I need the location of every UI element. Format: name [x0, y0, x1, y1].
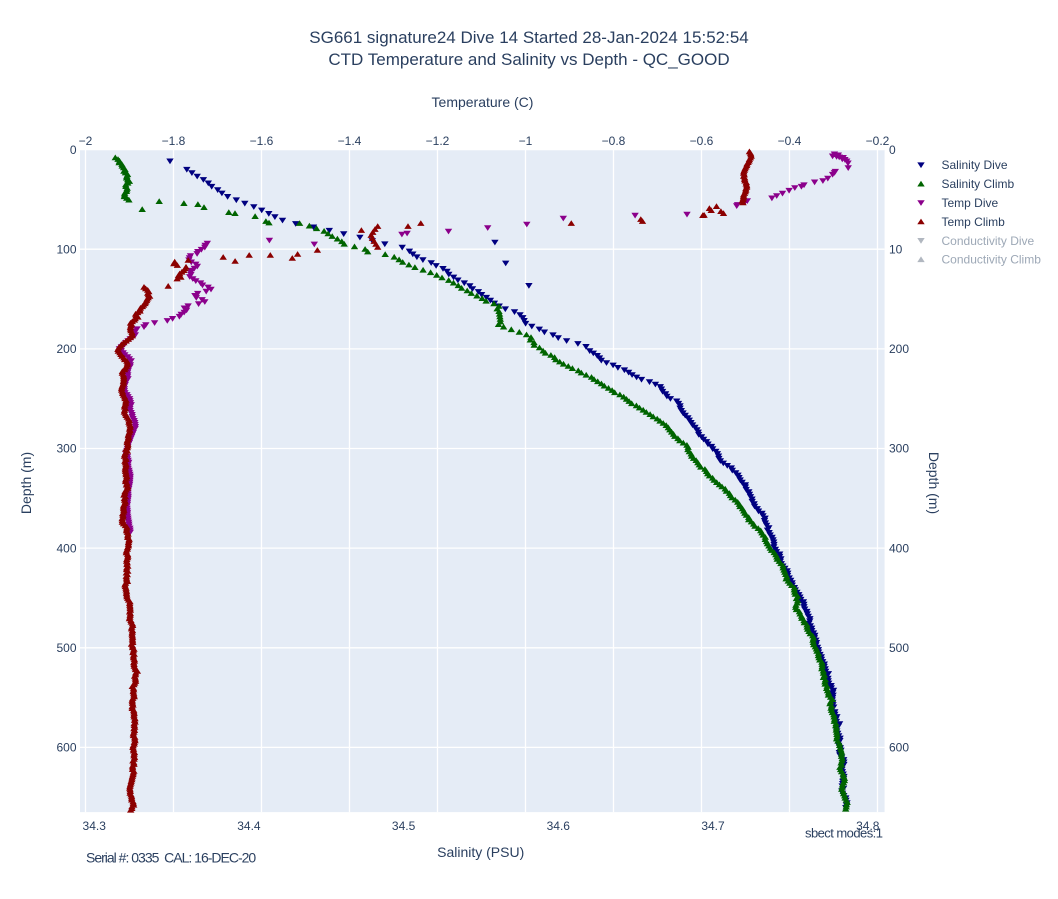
- svg-text:Conductivity Climb: Conductivity Climb: [942, 253, 1042, 267]
- svg-text:Depth (m): Depth (m): [18, 452, 34, 514]
- svg-text:400: 400: [889, 541, 909, 555]
- svg-text:600: 600: [56, 741, 76, 755]
- svg-text:−0.6: −0.6: [690, 134, 714, 148]
- svg-text:−0.2: −0.2: [866, 134, 890, 148]
- svg-text:Salinity Climb: Salinity Climb: [942, 177, 1015, 191]
- svg-text:500: 500: [56, 641, 76, 655]
- svg-text:Serial #: 0335 CAL: 16-DEC-20: Serial #: 0335 CAL: 16-DEC-20: [86, 850, 256, 866]
- svg-text:0: 0: [889, 143, 896, 157]
- svg-text:−1.4: −1.4: [338, 134, 362, 148]
- svg-text:CTD Temperature and Salinity v: CTD Temperature and Salinity vs Depth - …: [328, 50, 729, 69]
- svg-text:0: 0: [70, 143, 77, 157]
- svg-text:34.3: 34.3: [83, 819, 107, 833]
- svg-text:34.4: 34.4: [237, 819, 261, 833]
- svg-text:sbect modes:1: sbect modes:1: [805, 826, 883, 841]
- svg-text:−1.2: −1.2: [426, 134, 450, 148]
- svg-text:−2: −2: [79, 134, 93, 148]
- svg-text:−1.8: −1.8: [162, 134, 186, 148]
- svg-text:10: 10: [889, 242, 903, 256]
- svg-text:500: 500: [889, 641, 909, 655]
- svg-text:SG661 signature24 Dive 14 Star: SG661 signature24 Dive 14 Started 28-Jan…: [309, 28, 748, 47]
- svg-text:34.7: 34.7: [701, 819, 725, 833]
- svg-text:34.5: 34.5: [392, 819, 416, 833]
- svg-text:300: 300: [889, 442, 909, 456]
- svg-text:600: 600: [889, 741, 909, 755]
- svg-text:−1.6: −1.6: [250, 134, 274, 148]
- svg-text:34.6: 34.6: [547, 819, 571, 833]
- svg-text:Conductivity Dive: Conductivity Dive: [942, 234, 1035, 248]
- svg-text:−1: −1: [519, 134, 533, 148]
- svg-text:−0.4: −0.4: [778, 134, 802, 148]
- svg-text:Salinity (PSU): Salinity (PSU): [437, 844, 524, 860]
- svg-text:400: 400: [56, 541, 76, 555]
- svg-text:34.8: 34.8: [856, 819, 880, 833]
- svg-text:200: 200: [889, 342, 909, 356]
- svg-text:100: 100: [56, 242, 76, 256]
- svg-text:200: 200: [56, 342, 76, 356]
- svg-text:Temperature (C): Temperature (C): [432, 94, 534, 110]
- svg-text:Temp Climb: Temp Climb: [942, 215, 1006, 229]
- svg-text:−0.8: −0.8: [602, 134, 626, 148]
- svg-text:300: 300: [56, 442, 76, 456]
- svg-text:Depth (m): Depth (m): [926, 452, 942, 514]
- svg-text:Temp Dive: Temp Dive: [942, 196, 999, 210]
- svg-text:Salinity Dive: Salinity Dive: [942, 158, 1008, 172]
